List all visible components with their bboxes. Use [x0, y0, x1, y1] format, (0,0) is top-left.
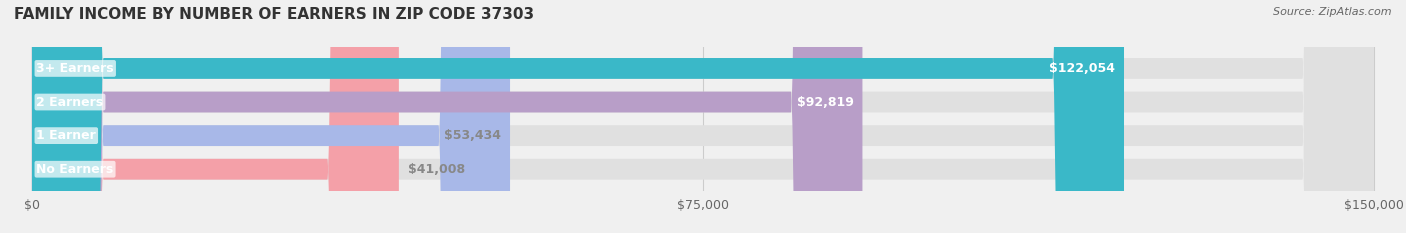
Text: FAMILY INCOME BY NUMBER OF EARNERS IN ZIP CODE 37303: FAMILY INCOME BY NUMBER OF EARNERS IN ZI…	[14, 7, 534, 22]
FancyBboxPatch shape	[32, 0, 1374, 233]
Text: No Earners: No Earners	[37, 163, 114, 176]
FancyBboxPatch shape	[32, 0, 1374, 233]
Text: Source: ZipAtlas.com: Source: ZipAtlas.com	[1274, 7, 1392, 17]
FancyBboxPatch shape	[32, 0, 1123, 233]
Text: 1 Earner: 1 Earner	[37, 129, 96, 142]
FancyBboxPatch shape	[32, 0, 862, 233]
Text: $41,008: $41,008	[408, 163, 465, 176]
Text: $53,434: $53,434	[444, 129, 501, 142]
Text: 2 Earners: 2 Earners	[37, 96, 104, 109]
Text: $92,819: $92,819	[797, 96, 853, 109]
FancyBboxPatch shape	[32, 0, 1374, 233]
FancyBboxPatch shape	[32, 0, 1374, 233]
FancyBboxPatch shape	[32, 0, 510, 233]
Text: 3+ Earners: 3+ Earners	[37, 62, 114, 75]
FancyBboxPatch shape	[32, 0, 399, 233]
Text: $122,054: $122,054	[1049, 62, 1115, 75]
